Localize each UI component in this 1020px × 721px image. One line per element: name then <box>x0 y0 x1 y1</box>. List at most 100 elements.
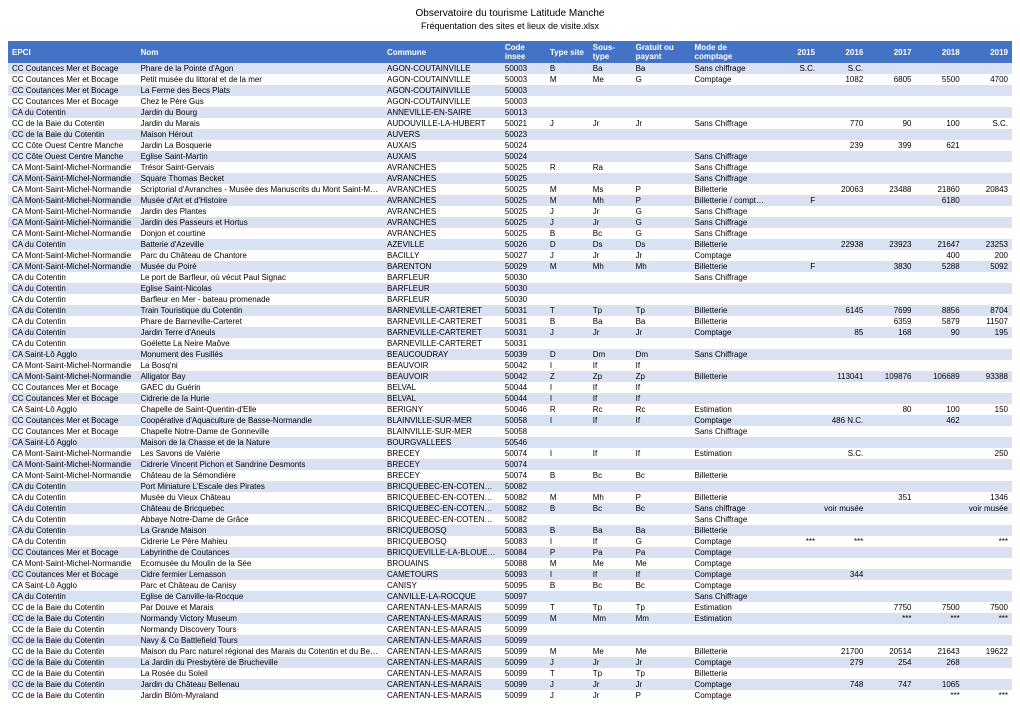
cell: CC de la Baie du Cotentin <box>8 690 137 701</box>
table-row: CC de la Baie du CotentinNormandy Victor… <box>8 613 1012 624</box>
cell: Estimation <box>691 404 771 415</box>
cell <box>964 591 1012 602</box>
table-row: CA Mont-Saint-Michel-NormandieScriptoria… <box>8 184 1012 195</box>
cell: 50046 <box>501 404 546 415</box>
cell: Comptage <box>691 657 771 668</box>
table-row: CA du CotentinPhare de Barneville-Carter… <box>8 316 1012 327</box>
cell <box>589 283 632 294</box>
cell: Labyrinthe de Coutances <box>137 547 383 558</box>
cell: CA Mont-Saint-Michel-Normandie <box>8 228 137 239</box>
cell: 50023 <box>501 129 546 140</box>
cell: Square Thomas Becket <box>137 173 383 184</box>
cell: La Rosée du Soleil <box>137 668 383 679</box>
cell: CA du Cotentin <box>8 525 137 536</box>
cell: 20063 <box>819 184 867 195</box>
table-row: CA Mont-Saint-Michel-NormandieChâteau de… <box>8 470 1012 481</box>
cell: Port Miniature L'Escale des Pirates <box>137 481 383 492</box>
cell <box>771 85 819 96</box>
cell: Rc <box>589 404 632 415</box>
cell: 50088 <box>501 558 546 569</box>
table-row: CA Saint-Lô AggloParc et Château de Cani… <box>8 580 1012 591</box>
cell <box>819 272 867 283</box>
cell <box>771 393 819 404</box>
cell: Jardin Terre d'Aneuls <box>137 327 383 338</box>
cell <box>964 85 1012 96</box>
cell: Bc <box>589 503 632 514</box>
cell: AVRANCHES <box>383 195 501 206</box>
cell: 1065 <box>915 679 963 690</box>
cell <box>819 481 867 492</box>
cell <box>771 426 819 437</box>
cell <box>867 349 915 360</box>
cell: J <box>546 679 589 690</box>
col-header: 2016 <box>819 41 867 63</box>
cell <box>546 140 589 151</box>
cell: 21643 <box>915 646 963 657</box>
cell <box>819 360 867 371</box>
cell: ANNEVILLE-EN-SAIRE <box>383 107 501 118</box>
table-row: CA Mont-Saint-Michel-NormandieJardin des… <box>8 217 1012 228</box>
cell: 21860 <box>915 184 963 195</box>
cell: 50099 <box>501 613 546 624</box>
cell: Jr <box>632 679 691 690</box>
cell <box>589 514 632 525</box>
cell: Billetterie <box>691 470 771 481</box>
cell: Pa <box>589 547 632 558</box>
cell: 50074 <box>501 470 546 481</box>
cell: CC de la Baie du Cotentin <box>8 624 137 635</box>
cell: M <box>546 558 589 569</box>
cell: 50026 <box>501 239 546 250</box>
cell: 50083 <box>501 536 546 547</box>
cell: CC de la Baie du Cotentin <box>8 679 137 690</box>
cell: Jr <box>632 250 691 261</box>
table-body: CC Coutances Mer et BocagePhare de la Po… <box>8 63 1012 701</box>
cell: 50021 <box>501 118 546 129</box>
cell <box>819 547 867 558</box>
table-row: CC de la Baie du CotentinPar Douve et Ma… <box>8 602 1012 613</box>
cell: Dm <box>589 349 632 360</box>
cell <box>691 393 771 404</box>
cell <box>964 558 1012 569</box>
cell <box>867 85 915 96</box>
cell <box>819 129 867 140</box>
cell: 50003 <box>501 74 546 85</box>
cell <box>867 162 915 173</box>
cell: CA Saint-Lô Agglo <box>8 404 137 415</box>
table-row: CA Saint-Lô AggloChapelle de Saint-Quent… <box>8 404 1012 415</box>
cell: Monument des Fusillés <box>137 349 383 360</box>
cell: R <box>546 162 589 173</box>
cell: CC Coutances Mer et Bocage <box>8 85 137 96</box>
table-row: CA Mont-Saint-Michel-NormandieAlligator … <box>8 371 1012 382</box>
cell: Eglise Saint-Martin <box>137 151 383 162</box>
cell <box>819 437 867 448</box>
cell <box>771 162 819 173</box>
cell <box>915 624 963 635</box>
cell: 100 <box>915 404 963 415</box>
cell: 7750 <box>867 602 915 613</box>
cell: J <box>546 657 589 668</box>
cell <box>964 382 1012 393</box>
cell: 50099 <box>501 602 546 613</box>
cell: Ba <box>632 63 691 74</box>
cell: Tp <box>589 602 632 613</box>
cell: 50083 <box>501 525 546 536</box>
table-row: CA du CotentinCidrerie Le Père MahieuBRI… <box>8 536 1012 547</box>
cell <box>819 492 867 503</box>
cell: 50099 <box>501 624 546 635</box>
cell: Comptage <box>691 327 771 338</box>
cell: 20843 <box>964 184 1012 195</box>
cell: 50099 <box>501 657 546 668</box>
cell: CC Coutances Mer et Bocage <box>8 415 137 426</box>
cell: Jardin du Château Bellenau <box>137 679 383 690</box>
cell <box>915 492 963 503</box>
cell: *** <box>964 536 1012 547</box>
cell: If <box>589 393 632 404</box>
cell: CA Mont-Saint-Michel-Normandie <box>8 459 137 470</box>
table-row: CA du CotentinBatterie d'AzevilleAZEVILL… <box>8 239 1012 250</box>
cell: Jardin La Bosquerie <box>137 140 383 151</box>
cell: Billetterie <box>691 184 771 195</box>
cell: CC Coutances Mer et Bocage <box>8 382 137 393</box>
cell: CA Mont-Saint-Michel-Normandie <box>8 448 137 459</box>
cell: G <box>632 217 691 228</box>
cell: CC de la Baie du Cotentin <box>8 613 137 624</box>
